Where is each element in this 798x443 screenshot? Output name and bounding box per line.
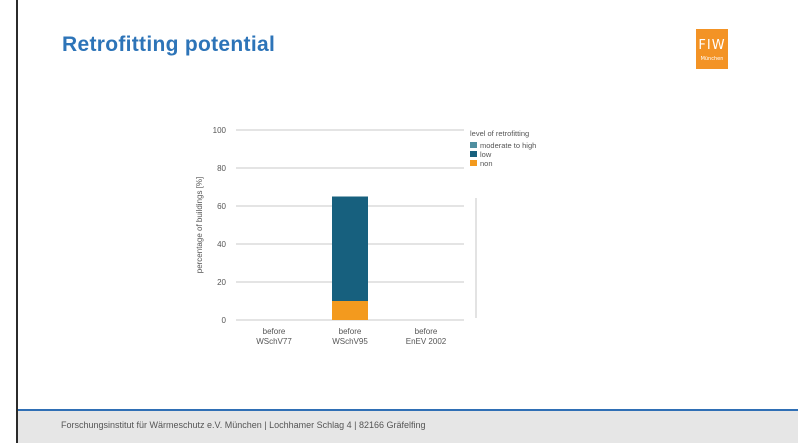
legend-swatch-non [470,160,477,166]
y-tick-label: 80 [217,164,226,173]
legend-title: level of retrofitting [470,129,529,138]
x-tick-label-line: before [263,327,286,336]
legend-swatch-moderate-to-high [470,142,477,148]
y-tick-label: 0 [222,316,227,325]
logo-subtext: München [700,56,724,62]
slide: Retrofitting potential FIW München 0 20 40… [16,0,798,443]
retrofitting-bar-chart: 0 20 40 60 80 100 percentage of buildings [%] b… [195,126,536,346]
x-tick-label-line: before [415,327,438,336]
y-tick-label: 100 [213,126,227,135]
x-tick-label: before WSchV77 [256,327,292,346]
logo-text: FIW [698,38,726,53]
fiw-logo: FIW München [696,29,728,69]
y-tick-label: 20 [217,278,226,287]
x-tick-label: before WSchV95 [332,327,368,346]
x-tick-label: before EnEV 2002 [406,327,447,346]
y-tick-label: 40 [217,240,226,249]
footer-text: Forschungsinstitut für Wärmeschutz e.V. … [61,420,426,430]
x-tick-label-line: WSchV77 [256,337,292,346]
legend-label: low [480,150,492,159]
footer: Forschungsinstitut für Wärmeschutz e.V. … [18,409,798,443]
x-tick-label-line: WSchV95 [332,337,368,346]
slide-title: Retrofitting potential [62,33,276,56]
legend-label: non [480,159,493,168]
bar-low [332,196,368,301]
legend-label: moderate to high [480,141,536,150]
y-axis-label: percentage of buildings [%] [195,177,204,274]
y-tick-label: 60 [217,202,226,211]
bar-non [332,301,368,320]
legend-swatch-low [470,151,477,157]
x-tick-label-line: EnEV 2002 [406,337,447,346]
x-tick-label-line: before [339,327,362,336]
